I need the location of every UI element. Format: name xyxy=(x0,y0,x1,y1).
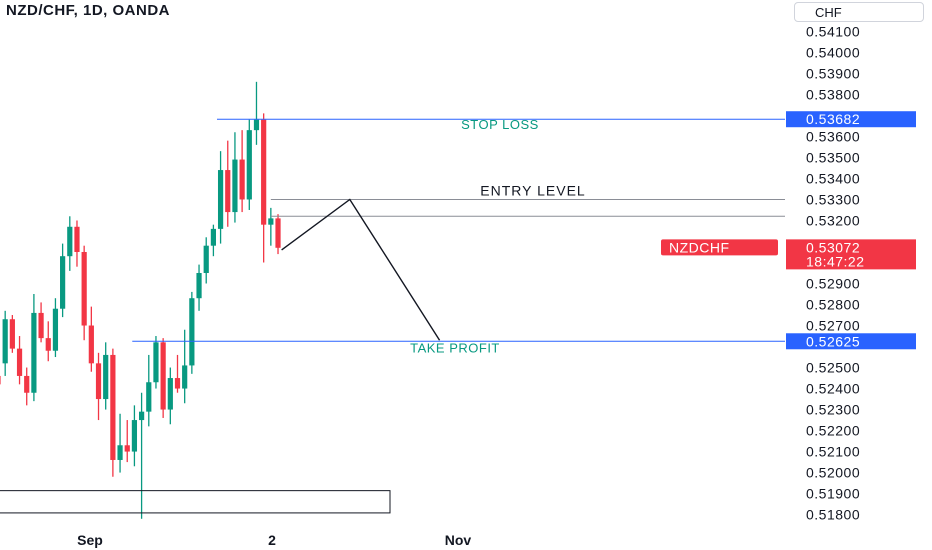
y-tick-label: 0.53500 xyxy=(806,149,860,165)
candle-up xyxy=(246,130,252,200)
candle-down xyxy=(24,375,30,393)
candle-down xyxy=(9,319,15,349)
candle-up xyxy=(60,256,66,309)
y-tick-label: 0.53400 xyxy=(806,170,860,186)
candle-down xyxy=(16,348,23,376)
range-box[interactable] xyxy=(0,490,391,514)
candle-up xyxy=(2,319,8,364)
take-profit-label: TAKE PROFIT xyxy=(410,340,500,355)
candle-down xyxy=(81,251,87,326)
candle-down xyxy=(88,325,94,364)
y-tick-label: 0.52000 xyxy=(806,465,860,481)
candle-up xyxy=(31,312,37,393)
candle-up xyxy=(139,411,145,421)
symbol-tag xyxy=(661,239,778,256)
candle-up xyxy=(117,445,123,460)
entry-level-label: ENTRY LEVEL xyxy=(480,182,585,198)
stop-loss-price-tag xyxy=(786,111,916,128)
candle-up xyxy=(253,119,260,131)
y-tick-label: 0.52400 xyxy=(806,381,860,397)
symbol-tag-label: NZDCHF xyxy=(669,239,730,255)
candle-down xyxy=(110,354,116,460)
candle-up xyxy=(52,308,59,351)
candle-up xyxy=(153,342,159,383)
take-profit-price-label: 0.52625 xyxy=(806,333,860,349)
candle-down xyxy=(261,119,267,225)
y-tick-label: 0.51900 xyxy=(806,486,860,502)
candle-up xyxy=(146,382,152,412)
candle-down xyxy=(160,342,166,410)
candle-down xyxy=(174,378,181,389)
candle-up xyxy=(131,420,138,452)
currency-button[interactable]: CHF xyxy=(794,2,924,22)
price-axis[interactable]: 0.54100 0.54000 0.53900 0.53800 0.53600 0.535… xyxy=(661,23,916,523)
candle-down xyxy=(38,312,44,339)
y-tick-label: 0.53200 xyxy=(806,212,860,228)
candle-up xyxy=(103,354,109,400)
y-tick-label: 0.54100 xyxy=(806,23,860,39)
y-tick-label: 0.52900 xyxy=(806,276,860,292)
x-tick-label: Nov xyxy=(445,532,472,548)
countdown-label: 18:47:22 xyxy=(806,253,865,269)
stop-loss-price-label: 0.53682 xyxy=(806,111,860,127)
candle-up xyxy=(182,365,188,389)
y-tick-label: 0.52300 xyxy=(806,402,860,418)
candle-up xyxy=(196,273,202,299)
take-profit-price-tag xyxy=(786,333,916,350)
y-tick-label: 0.52800 xyxy=(806,297,860,313)
candle-down xyxy=(95,363,102,400)
candle-down xyxy=(239,159,245,200)
candle-up xyxy=(67,226,73,257)
levels-layer: STOP LOSS ENTRY LEVEL TAKE PROFIT xyxy=(0,117,785,514)
symbol-title: NZD/CHF, 1D, OANDA xyxy=(6,2,171,19)
candle-up xyxy=(203,245,209,273)
y-tick-label: 0.52100 xyxy=(806,444,860,460)
y-tick-label: 0.53800 xyxy=(806,86,860,102)
candle-up xyxy=(217,170,224,229)
y-tick-label: 0.53600 xyxy=(806,128,860,144)
projection-path[interactable] xyxy=(281,198,441,341)
candle-up xyxy=(268,218,274,225)
candle-down xyxy=(275,218,281,248)
candle-down xyxy=(74,226,80,252)
candle-up xyxy=(189,298,195,366)
candle-up xyxy=(232,159,238,213)
y-tick-label: 0.51800 xyxy=(806,507,860,523)
candle-down xyxy=(0,375,1,385)
candles-layer xyxy=(0,81,281,519)
y-tick-label: 0.52700 xyxy=(806,318,860,334)
candle-down xyxy=(45,338,51,351)
candle-down xyxy=(225,170,231,213)
y-tick-label: 0.52500 xyxy=(806,360,860,376)
x-tick-label: 2 xyxy=(268,532,276,548)
stop-loss-label: STOP LOSS xyxy=(461,117,539,132)
last-price-label: 0.53072 xyxy=(806,239,860,255)
y-tick-label: 0.54000 xyxy=(806,44,860,60)
y-tick-label: 0.53900 xyxy=(806,65,860,81)
y-tick-label: 0.53300 xyxy=(806,191,860,207)
candle-up xyxy=(210,228,216,246)
time-axis[interactable]: Sep 2 Nov xyxy=(77,532,471,548)
candle-up xyxy=(167,378,173,410)
x-tick-label: Sep xyxy=(77,532,103,548)
last-price-tag xyxy=(786,239,916,270)
candle-down xyxy=(124,445,130,452)
y-tick-label: 0.52200 xyxy=(806,423,860,439)
